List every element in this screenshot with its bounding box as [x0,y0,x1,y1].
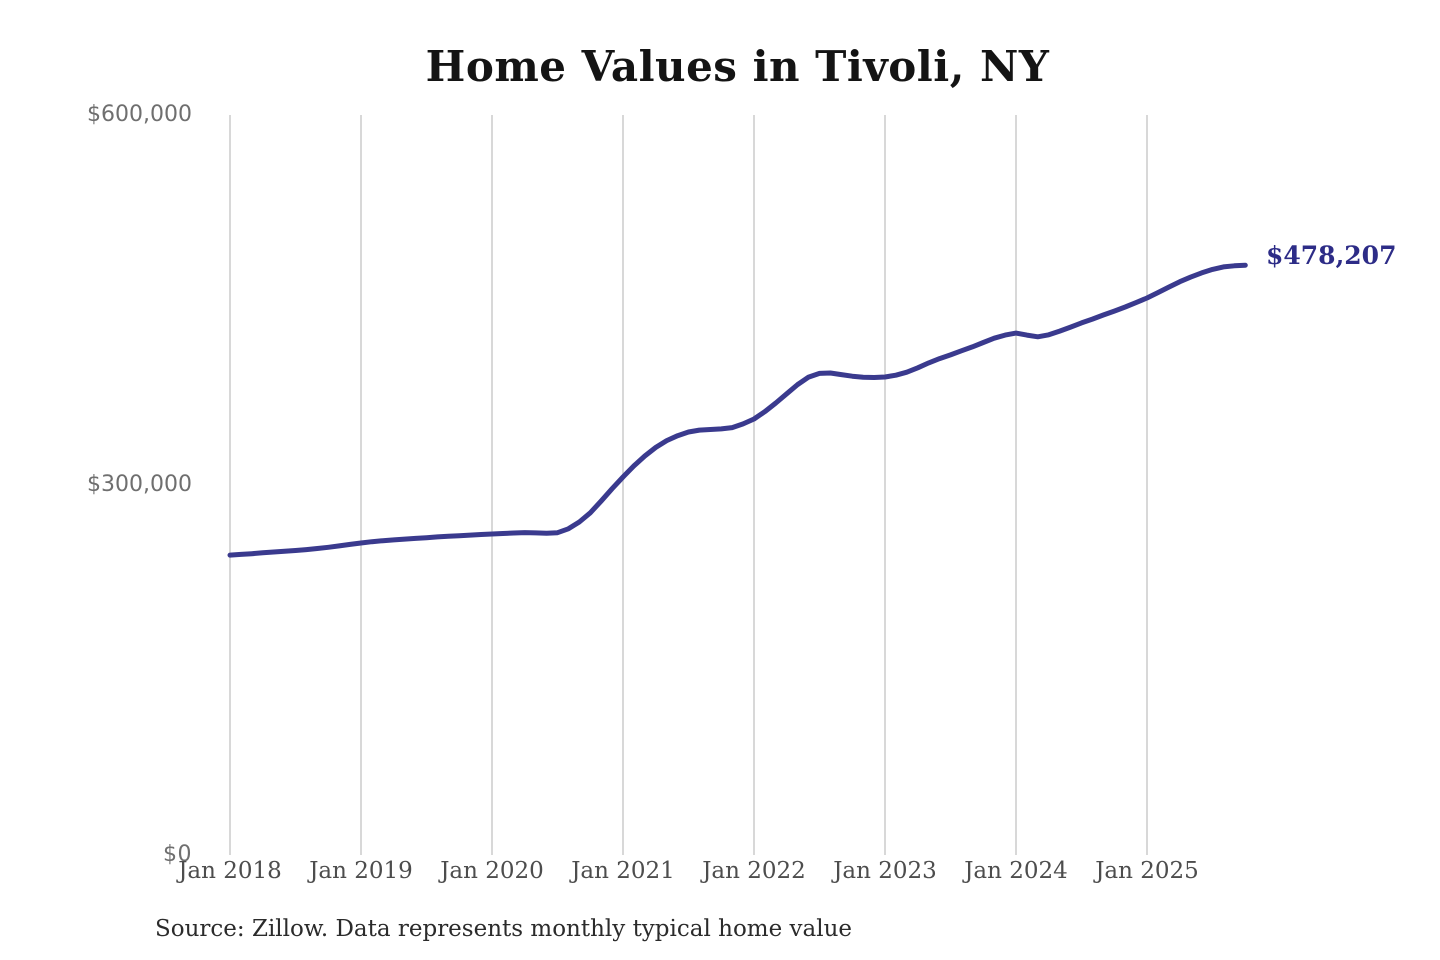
x-tick-label-jan-2024: Jan 2024 [964,858,1068,884]
chart-title: Home Values in Tivoli, NY [425,42,1050,91]
x-tick-label-jan-2025: Jan 2025 [1095,858,1199,884]
home-value-line [227,262,1248,558]
x-tick-label-jan-2018: Jan 2018 [178,858,282,884]
x-tick-label-jan-2019: Jan 2019 [309,858,413,884]
x-tick-label-jan-2023: Jan 2023 [833,858,937,884]
x-tick-label-jan-2021: Jan 2021 [571,858,675,884]
vertical-gridlines [229,115,1148,855]
x-tick-label-jan-2020: Jan 2020 [440,858,544,884]
end-value-label: $478,207 [1266,241,1397,270]
y-tick-label-300k: $300,000 [87,472,192,497]
y-tick-label-600k: $600,000 [87,102,192,127]
y-tick-label-0: $0 [163,842,192,867]
source-note: Source: Zillow. Data represents monthly … [155,916,853,942]
x-tick-label-jan-2022: Jan 2022 [702,858,806,884]
